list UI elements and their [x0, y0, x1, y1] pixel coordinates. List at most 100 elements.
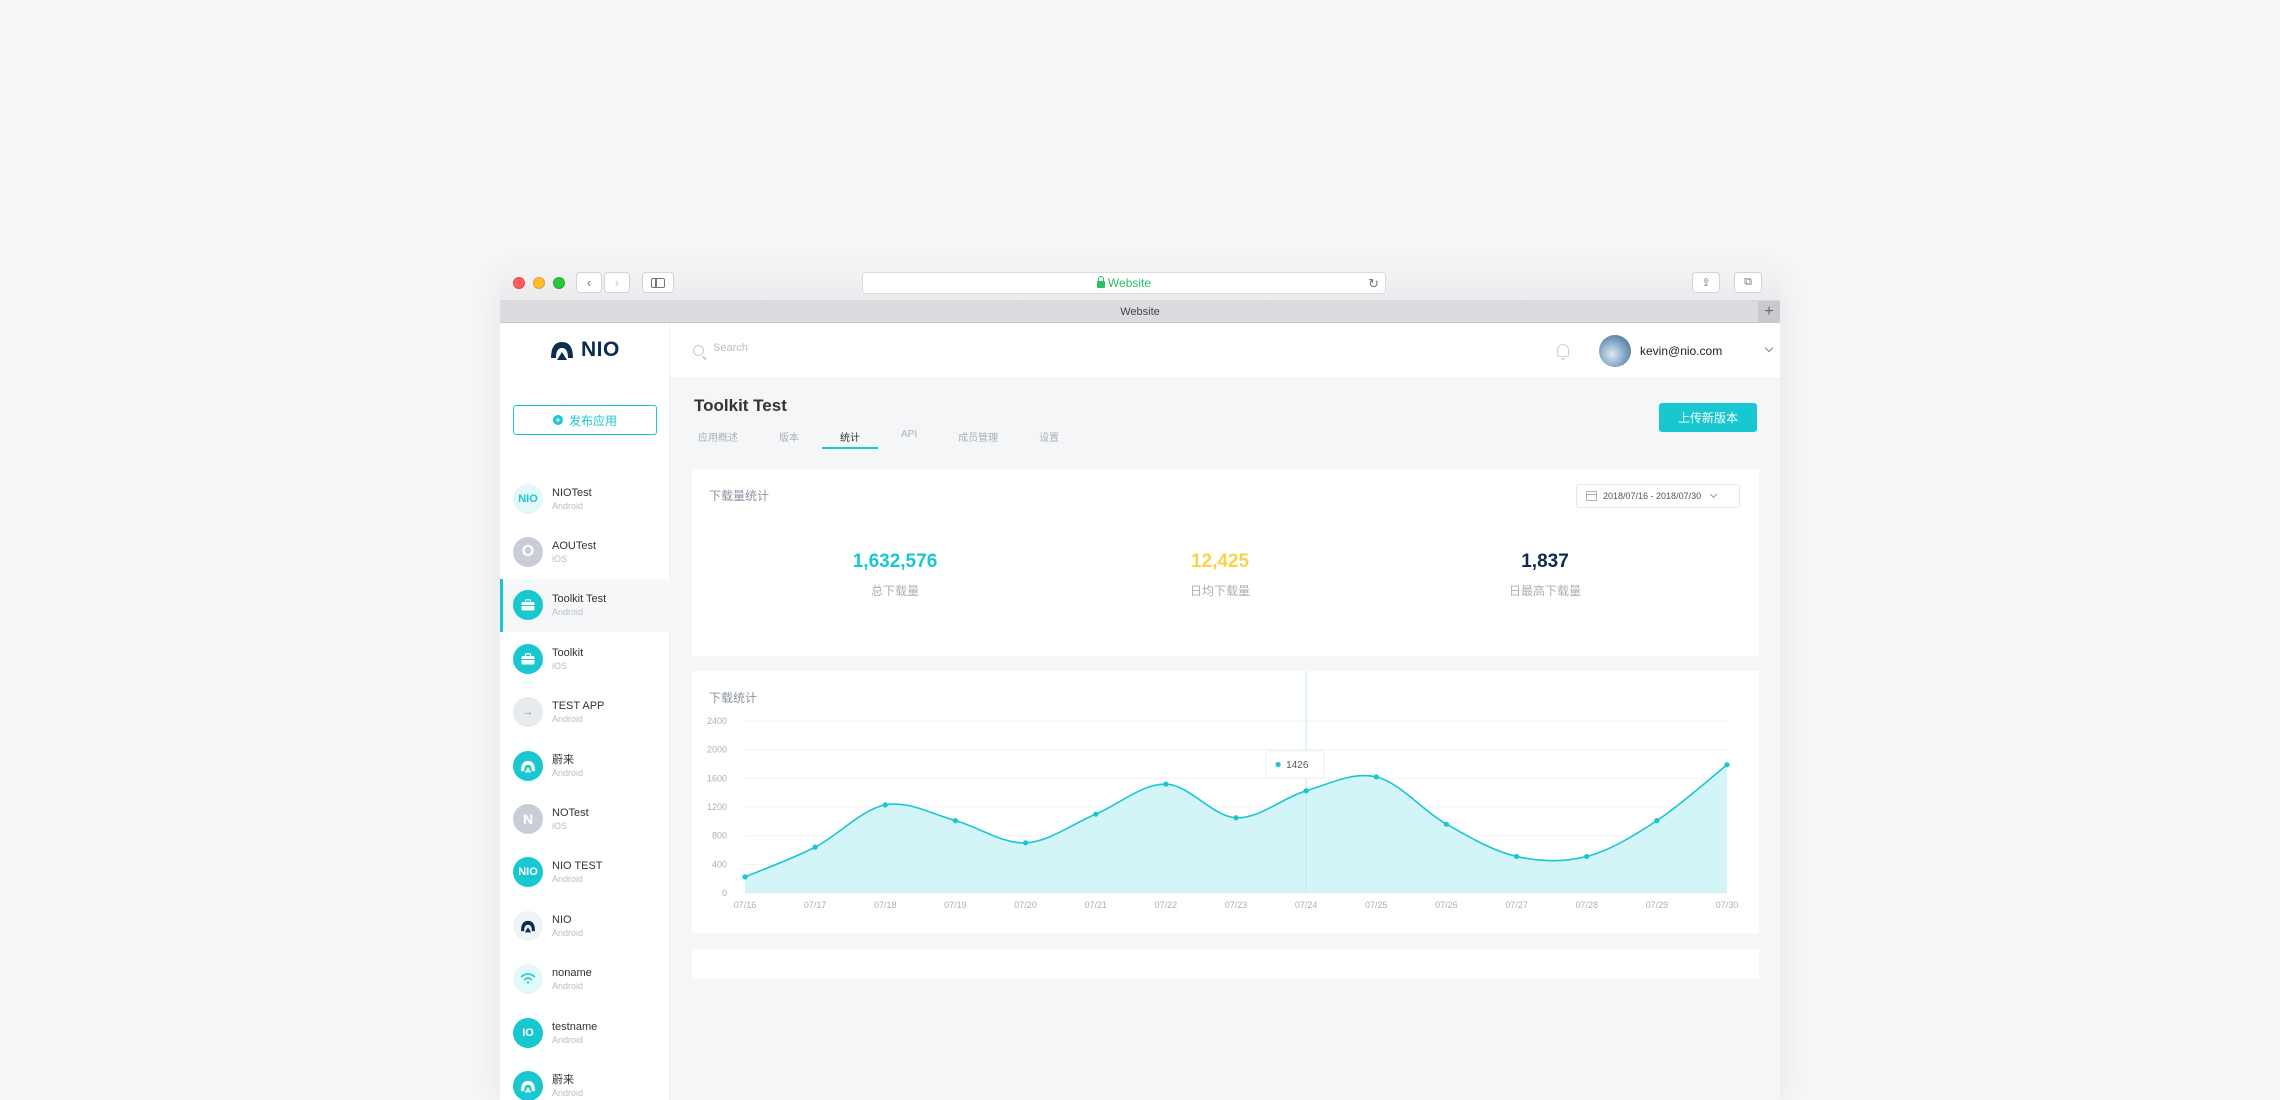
app-list-item[interactable]: IO testname Android	[500, 1006, 670, 1059]
y-tick-label: 400	[712, 859, 727, 869]
download-area-chart[interactable]: 0 400 800 1200 1600 2000 2400 07/16 07/17 07/18 07…	[692, 671, 1759, 933]
data-point[interactable]	[812, 844, 818, 850]
calendar-icon	[1586, 491, 1597, 501]
app-platform: Android	[552, 927, 584, 938]
data-point[interactable]	[1724, 762, 1730, 768]
nio-logo-icon	[551, 342, 573, 360]
minimize-window-button[interactable]	[533, 277, 545, 289]
tab-3[interactable]: API	[901, 429, 918, 440]
app-list-item[interactable]: NIO Android	[500, 899, 670, 952]
download-stats-card: 下载量统计 2018/07/16 - 2018/07/30 1,632,576 …	[692, 469, 1759, 656]
app-list-item[interactable]: N NOTest iOS	[500, 792, 670, 845]
app-list-item[interactable]: → TEST APP Android	[500, 686, 670, 739]
data-point[interactable]	[1233, 815, 1239, 821]
user-avatar[interactable]	[1599, 335, 1631, 367]
app-name: Toolkit Test	[552, 593, 607, 606]
data-point[interactable]	[1513, 853, 1520, 860]
show-tabs-button[interactable]: ⧉	[1734, 272, 1762, 293]
user-email[interactable]: kevin@nio.com	[1640, 344, 1723, 358]
y-tick-label: 0	[722, 888, 727, 898]
nio-logo-icon	[513, 1070, 543, 1100]
app-meta: testname Android	[552, 1020, 597, 1046]
stat-daily-average: 12,425 日均下载量	[1070, 551, 1370, 599]
y-tick-label: 800	[712, 831, 727, 841]
app-avatar: NIO	[513, 857, 543, 888]
x-tick-label: 07/30	[1716, 900, 1739, 910]
app-name: AOUTest	[552, 540, 597, 553]
data-point[interactable]	[1303, 788, 1309, 794]
app-list-item[interactable]: noname Android	[500, 953, 670, 1006]
main-content: Toolkit Test 应用概述 版本 统计 API 成员管理 设置 上传新版本 下载量…	[670, 379, 1780, 1100]
browser-tab-title[interactable]: Website	[1120, 305, 1160, 318]
y-tick-label: 2000	[707, 745, 727, 755]
reload-icon[interactable]: ↻	[1368, 276, 1379, 291]
stat-daily-max: 1,837 日最高下载量	[1395, 551, 1695, 599]
forward-button[interactable]: ›	[604, 272, 630, 293]
sidebar-toggle-button[interactable]	[642, 272, 674, 293]
publish-app-button[interactable]: + 发布应用	[513, 405, 657, 435]
data-point[interactable]	[1093, 811, 1099, 817]
back-button[interactable]: ‹	[576, 272, 602, 293]
app-avatar: →	[513, 697, 543, 728]
brand-name: NIO	[581, 338, 620, 361]
app-platform: Android	[552, 607, 584, 618]
data-point[interactable]	[882, 802, 888, 808]
top-bar: kevin@nio.com	[670, 324, 1780, 379]
date-range-picker[interactable]: 2018/07/16 - 2018/07/30	[1576, 484, 1740, 508]
x-tick-label: 07/29	[1646, 900, 1669, 910]
tab-0[interactable]: 应用概述	[698, 433, 738, 444]
data-point[interactable]	[742, 874, 748, 880]
nio-logo-icon	[513, 750, 543, 781]
tab-1[interactable]: 版本	[779, 433, 799, 444]
address-bar[interactable]: Website ↻	[862, 272, 1386, 294]
app-list-item[interactable]: NIO NIO TEST Android	[500, 846, 670, 899]
x-tick-label: 07/16	[734, 900, 757, 910]
app-platform: Android	[552, 500, 584, 511]
new-tab-button[interactable]: +	[1758, 301, 1780, 322]
upload-new-version-button[interactable]: 上传新版本	[1659, 403, 1757, 432]
data-point[interactable]	[1373, 774, 1379, 780]
app-name: Toolkit	[552, 646, 584, 659]
app-list-item[interactable]: 蔚来 Android	[500, 739, 670, 792]
tabs-icon: ⧉	[1744, 276, 1752, 288]
data-point[interactable]	[1022, 840, 1029, 846]
data-point[interactable]	[1584, 853, 1590, 860]
chevron-down-icon[interactable]	[1764, 343, 1774, 353]
x-tick-label: 07/27	[1505, 900, 1528, 910]
x-tick-label: 07/17	[804, 900, 827, 910]
close-window-button[interactable]	[513, 277, 525, 289]
plus-icon: +	[1764, 302, 1774, 320]
app-meta: NIO TEST Android	[552, 859, 603, 885]
share-icon: ⇪	[1701, 277, 1711, 289]
chevron-down-icon	[1710, 490, 1718, 499]
data-point[interactable]	[1163, 781, 1169, 787]
app-name: NIO	[552, 913, 572, 926]
app-list-item[interactable]: NIO NIOTest Android	[500, 472, 670, 525]
app-platform: Android	[552, 714, 584, 725]
zoom-window-button[interactable]	[553, 277, 565, 289]
y-tick-label: 1600	[707, 773, 727, 783]
app-list-item[interactable]: 蔚来 Android	[500, 1059, 670, 1100]
data-point[interactable]	[1443, 821, 1450, 827]
app-meta: NOTest iOS	[552, 806, 589, 832]
tab-5[interactable]: 设置	[1039, 433, 1060, 444]
data-point[interactable]	[952, 818, 959, 824]
sidebar: NIO + 发布应用 NIO NIOTest Android O AOUTest iOS T…	[500, 324, 670, 1100]
x-tick-label: 07/19	[944, 900, 967, 910]
tab-2[interactable]: 统计	[822, 429, 878, 449]
app-list-item[interactable]: Toolkit Test Android	[500, 578, 670, 633]
share-button[interactable]: ⇪	[1692, 272, 1720, 293]
nio-logo[interactable]: NIO	[548, 338, 620, 362]
data-point[interactable]	[1654, 818, 1660, 824]
app-name: testname	[552, 1020, 598, 1033]
app-list-item[interactable]: O AOUTest iOS	[500, 525, 670, 578]
app-meta: 蔚来 Android	[552, 1073, 583, 1099]
search-input[interactable]	[713, 342, 1013, 354]
window-controls	[513, 277, 565, 289]
app-list-item[interactable]: Toolkit iOS	[500, 632, 670, 685]
browser-window: ‹ › Website ↻ ⇪ ⧉ Website + NIO + 发布	[500, 265, 1780, 1100]
app-name: TEST APP	[552, 700, 605, 713]
bell-icon[interactable]	[1557, 344, 1569, 360]
tab-4[interactable]: 成员管理	[958, 433, 999, 444]
app-avatar: NIO	[513, 483, 543, 514]
